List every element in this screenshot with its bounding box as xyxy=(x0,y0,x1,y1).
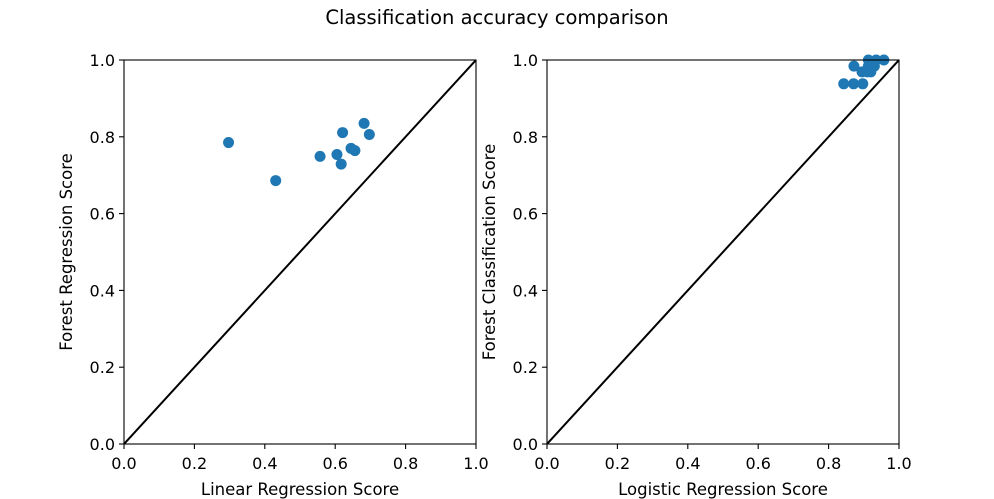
y-axis-label: Forest Classification Score xyxy=(480,144,499,361)
scatter-point xyxy=(331,148,343,160)
left-scatter-panel: 0.0 0.2 0.4 0.6 0.8 1.0 0.0 0.2 0.4 0.6 0.8 1.0 Line… xyxy=(57,51,489,499)
x-tick-label: 0.8 xyxy=(393,454,418,473)
axes-frame xyxy=(123,59,477,445)
y-tick-label: 0.0 xyxy=(513,435,538,454)
y-tick-label: 0.6 xyxy=(90,205,115,224)
y-tick-label: 1.0 xyxy=(90,51,115,70)
y-tick-label: 0.8 xyxy=(90,128,115,147)
identity-line xyxy=(124,60,476,444)
y-tick-label: 0.4 xyxy=(90,281,115,300)
y-tick-label: 0.6 xyxy=(513,205,538,224)
x-tick-label: 0.4 xyxy=(675,454,700,473)
right-scatter-panel: 0.0 0.2 0.4 0.6 0.8 1.0 0.0 0.2 0.4 0.6 0.8 1.0 Logi… xyxy=(480,51,912,499)
scatter-point xyxy=(358,117,370,129)
y-tick-label: 0.4 xyxy=(513,281,538,300)
x-tick-label: 0.4 xyxy=(252,454,277,473)
y-tick-label: 0.8 xyxy=(513,128,538,147)
scatter-point xyxy=(848,78,860,90)
scatter-point xyxy=(848,60,860,72)
x-tick-label: 0.8 xyxy=(816,454,841,473)
scatter-point xyxy=(349,145,361,157)
identity-line xyxy=(547,60,899,444)
scatter-point xyxy=(838,78,850,90)
x-axis-label: Linear Regression Score xyxy=(201,480,399,499)
x-tick-label: 0.0 xyxy=(111,454,136,473)
y-tick-label: 0.2 xyxy=(90,358,115,377)
axes-frame xyxy=(546,59,900,445)
scatter-point xyxy=(337,127,349,139)
x-tick-label: 0.0 xyxy=(534,454,559,473)
scatter-point xyxy=(314,150,326,162)
x-axis-label: Logistic Regression Score xyxy=(618,480,828,499)
y-axis-label: Forest Regression Score xyxy=(57,153,76,351)
x-tick-label: 0.6 xyxy=(322,454,347,473)
scatter-point xyxy=(335,158,347,170)
scatter-point xyxy=(857,78,869,90)
x-tick-label: 1.0 xyxy=(886,454,911,473)
figure-title: Classification accuracy comparison xyxy=(325,6,668,29)
scatter-point xyxy=(270,175,282,187)
x-tick-label: 0.6 xyxy=(745,454,770,473)
y-tick-label: 1.0 xyxy=(513,51,538,70)
y-tick-label: 0.0 xyxy=(90,435,115,454)
x-tick-label: 0.2 xyxy=(182,454,207,473)
scatter-point xyxy=(223,137,235,149)
x-tick-label: 1.0 xyxy=(463,454,488,473)
scatter-point xyxy=(363,128,375,140)
y-tick-label: 0.2 xyxy=(513,358,538,377)
x-tick-label: 0.2 xyxy=(605,454,630,473)
